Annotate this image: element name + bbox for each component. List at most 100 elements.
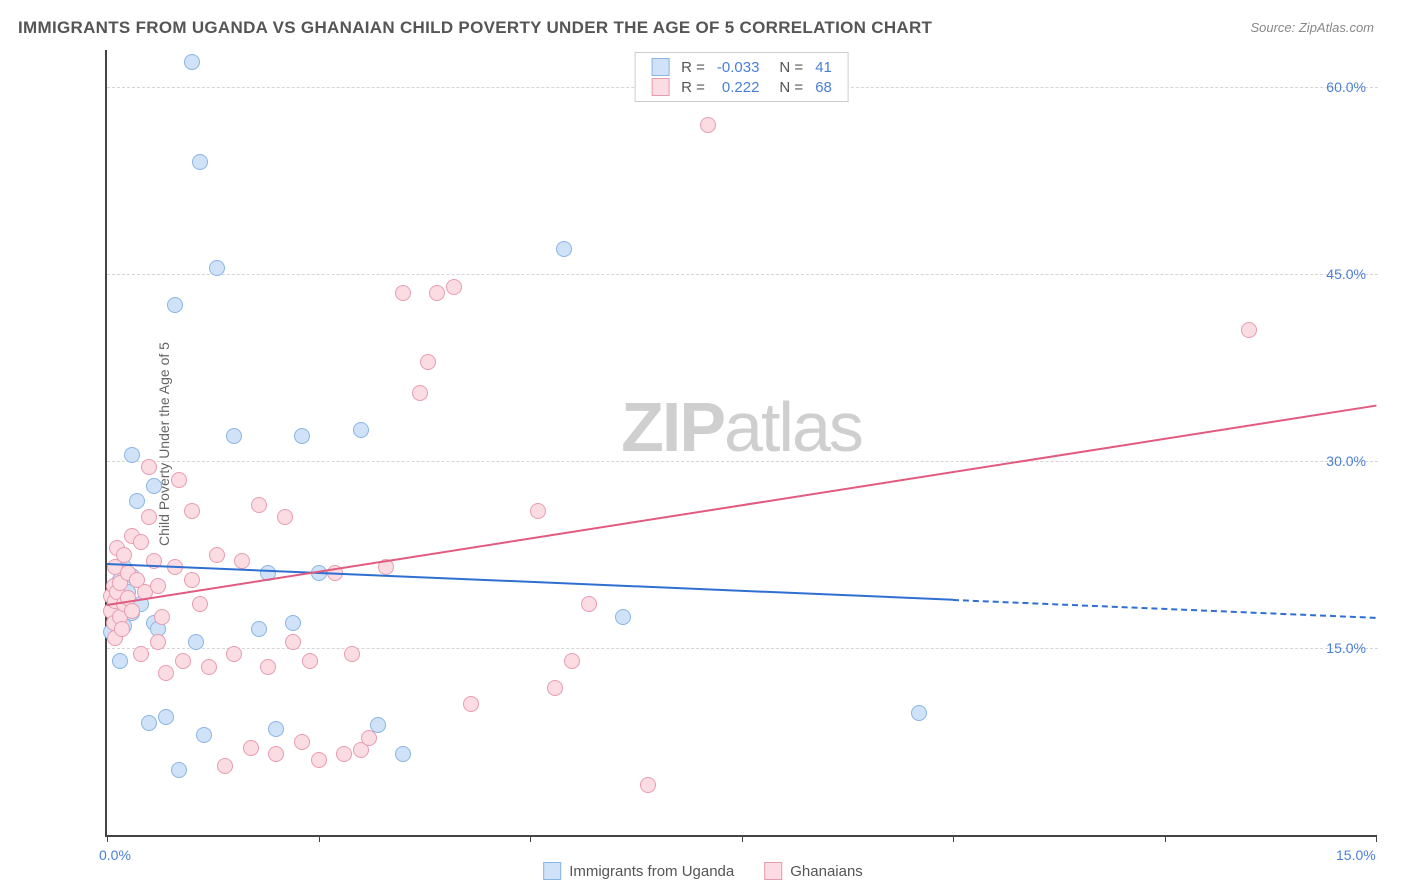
- data-point-series2: [700, 117, 716, 133]
- data-point-series2: [640, 777, 656, 793]
- watermark-atlas: atlas: [724, 388, 862, 466]
- stats-row-series1: R = -0.033 N = 41: [645, 57, 838, 77]
- data-point-series1: [184, 54, 200, 70]
- source-attribution: Source: ZipAtlas.com: [1250, 20, 1374, 35]
- r-label-2: R =: [675, 77, 711, 97]
- swatch-series2: [651, 78, 669, 96]
- chart-container: IMMIGRANTS FROM UGANDA VS GHANAIAN CHILD…: [0, 0, 1406, 892]
- data-point-series1: [556, 241, 572, 257]
- data-point-series2: [209, 547, 225, 563]
- stats-legend: R = -0.033 N = 41 R = 0.222 N = 68: [634, 52, 849, 102]
- y-tick-label: 60.0%: [1326, 79, 1366, 95]
- swatch-series2-b: [764, 862, 782, 880]
- x-tick-mark: [742, 835, 743, 842]
- data-point-series1: [251, 621, 267, 637]
- chart-title: IMMIGRANTS FROM UGANDA VS GHANAIAN CHILD…: [18, 18, 1378, 38]
- data-point-series2: [124, 603, 140, 619]
- data-point-series2: [234, 553, 250, 569]
- data-point-series2: [581, 596, 597, 612]
- y-tick-label: 15.0%: [1326, 640, 1366, 656]
- data-point-series2: [530, 503, 546, 519]
- data-point-series2: [294, 734, 310, 750]
- x-tick-mark: [319, 835, 320, 842]
- data-point-series2: [114, 621, 130, 637]
- legend-label-series2: Ghanaians: [790, 863, 863, 880]
- data-point-series1: [294, 428, 310, 444]
- x-tick-mark: [1165, 835, 1166, 842]
- data-point-series2: [285, 634, 301, 650]
- data-point-series2: [395, 285, 411, 301]
- data-point-series2: [344, 646, 360, 662]
- data-point-series2: [184, 503, 200, 519]
- x-tick-mark: [1376, 835, 1377, 842]
- gridline-h: [107, 274, 1378, 275]
- n-label-1: N =: [765, 57, 809, 77]
- data-point-series2: [311, 752, 327, 768]
- chart-area: Child Poverty Under the Age of 5 ZIPatla…: [50, 50, 1376, 837]
- data-point-series2: [547, 680, 563, 696]
- n-value-1: 41: [809, 57, 838, 77]
- trend-line: [107, 563, 953, 601]
- x-tick-mark: [953, 835, 954, 842]
- data-point-series2: [268, 746, 284, 762]
- swatch-series1-b: [543, 862, 561, 880]
- stats-row-series2: R = 0.222 N = 68: [645, 77, 838, 97]
- data-point-series1: [395, 746, 411, 762]
- data-point-series2: [420, 354, 436, 370]
- plot-region: ZIPatlas R = -0.033 N = 41 R = 0.222: [105, 50, 1376, 837]
- x-tick-label: 0.0%: [99, 847, 131, 863]
- data-point-series2: [158, 665, 174, 681]
- x-tick-mark: [530, 835, 531, 842]
- data-point-series2: [150, 634, 166, 650]
- data-point-series2: [141, 509, 157, 525]
- r-label-1: R =: [675, 57, 711, 77]
- legend-item-series2: Ghanaians: [764, 862, 863, 880]
- x-tick-mark: [107, 835, 108, 842]
- n-value-2: 68: [809, 77, 838, 97]
- watermark-zip: ZIP: [621, 388, 724, 466]
- data-point-series1: [171, 762, 187, 778]
- data-point-series2: [251, 497, 267, 513]
- data-point-series1: [112, 653, 128, 669]
- data-point-series2: [175, 653, 191, 669]
- data-point-series2: [171, 472, 187, 488]
- data-point-series2: [217, 758, 233, 774]
- swatch-series1: [651, 58, 669, 76]
- data-point-series1: [196, 727, 212, 743]
- data-point-series2: [277, 509, 293, 525]
- data-point-series2: [564, 653, 580, 669]
- data-point-series2: [116, 547, 132, 563]
- data-point-series1: [209, 260, 225, 276]
- y-tick-label: 45.0%: [1326, 266, 1366, 282]
- data-point-series2: [361, 730, 377, 746]
- r-value-2: 0.222: [711, 77, 766, 97]
- data-point-series2: [184, 572, 200, 588]
- data-point-series2: [1241, 322, 1257, 338]
- data-point-series2: [260, 659, 276, 675]
- data-point-series2: [150, 578, 166, 594]
- data-point-series1: [615, 609, 631, 625]
- legend-item-series1: Immigrants from Uganda: [543, 862, 734, 880]
- data-point-series2: [463, 696, 479, 712]
- data-point-series1: [192, 154, 208, 170]
- data-point-series2: [243, 740, 259, 756]
- series-legend: Immigrants from Uganda Ghanaians: [543, 862, 863, 880]
- data-point-series1: [141, 715, 157, 731]
- data-point-series2: [154, 609, 170, 625]
- data-point-series2: [133, 534, 149, 550]
- data-point-series2: [133, 646, 149, 662]
- trend-line: [953, 599, 1376, 619]
- data-point-series2: [141, 459, 157, 475]
- data-point-series2: [412, 385, 428, 401]
- r-value-1: -0.033: [711, 57, 766, 77]
- data-point-series1: [167, 297, 183, 313]
- legend-label-series1: Immigrants from Uganda: [569, 863, 734, 880]
- data-point-series1: [124, 447, 140, 463]
- watermark: ZIPatlas: [621, 387, 862, 467]
- data-point-series1: [188, 634, 204, 650]
- data-point-series2: [226, 646, 242, 662]
- data-point-series1: [146, 478, 162, 494]
- data-point-series1: [268, 721, 284, 737]
- data-point-series2: [446, 279, 462, 295]
- gridline-h: [107, 461, 1378, 462]
